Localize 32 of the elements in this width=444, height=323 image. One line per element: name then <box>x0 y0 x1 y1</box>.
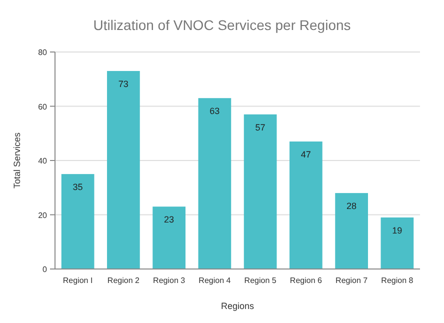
bar <box>335 193 368 269</box>
bar <box>107 70 140 269</box>
x-tick-label: Region I <box>62 276 93 285</box>
x-axis-title: Regions <box>220 301 255 311</box>
data-label: 63 <box>210 106 220 116</box>
data-label: 47 <box>300 150 311 160</box>
bar <box>244 114 277 269</box>
data-label: 19 <box>392 225 402 236</box>
x-tick-label: Region 8 <box>381 276 414 285</box>
x-tick-label: Region 5 <box>244 276 277 285</box>
x-tick-label: Region 3 <box>153 276 186 285</box>
x-tick-label: Region 4 <box>198 276 232 285</box>
data-label: 28 <box>346 201 357 212</box>
x-tick-label: Region 2 <box>107 276 140 285</box>
data-label: 23 <box>164 214 174 225</box>
y-tick-label: 60 <box>38 102 48 112</box>
data-label: 35 <box>72 182 83 192</box>
data-label: 73 <box>118 78 128 89</box>
bar <box>198 98 232 269</box>
y-tick-label: 0 <box>42 265 48 274</box>
y-axis-title: Total Services <box>12 132 22 189</box>
y-tick-label: 40 <box>38 156 48 166</box>
y-tick-label: 80 <box>38 48 48 57</box>
y-tick-label: 20 <box>38 210 48 220</box>
x-tick-label: Region 6 <box>290 276 322 285</box>
bar <box>290 142 322 269</box>
bar <box>152 206 186 269</box>
bar <box>61 174 94 269</box>
chart-title: Utilization of VNOC Services per Regions <box>93 17 351 33</box>
bar <box>380 217 414 269</box>
data-label: 57 <box>255 122 266 132</box>
x-tick-label: Region 7 <box>336 276 368 285</box>
